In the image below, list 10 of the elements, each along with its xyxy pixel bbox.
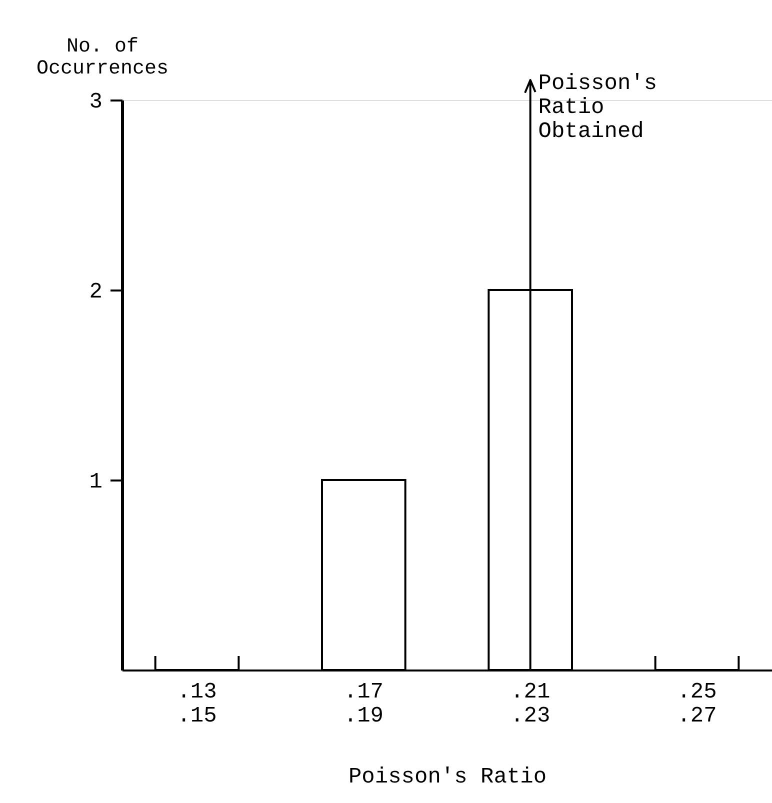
x-tick-label: .21 .23	[510, 680, 550, 728]
x-tick-label: .25 .27	[677, 680, 717, 728]
x-tick-label: .13 .15	[177, 680, 217, 728]
y-axis-title: No. of Occurrences	[36, 36, 169, 80]
x-axis-title: Poisson's Ratio	[348, 764, 547, 790]
y-tick-label: 3	[89, 90, 102, 114]
ref-line-label: Poisson's Ratio Obtained	[538, 71, 658, 144]
y-tick-label: 1	[89, 470, 102, 494]
y-tick-label: 2	[89, 280, 102, 304]
x-tick-label: .17 .19	[344, 680, 384, 728]
